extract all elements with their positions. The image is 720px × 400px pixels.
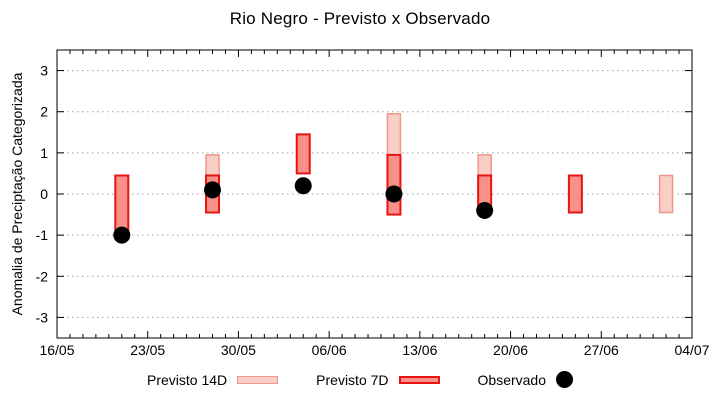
x-tick-label: 13/06 [402,342,437,358]
bar-previsto-7d-04/06 [295,133,311,175]
legend-label-observado: Observado [477,371,546,388]
y-tick-label: 0 [40,186,48,202]
x-tick-label: 04/07 [674,342,709,358]
y-tick-label: -2 [36,268,49,284]
observado-point-18/06 [476,201,494,219]
legend-item-previsto-7d: Previsto 7D [316,371,440,388]
observado-point-21/05 [113,226,131,244]
observado-point-28/05 [204,181,222,199]
legend-observado-marker [556,371,573,388]
bar-previsto-7d-25/06 [567,174,583,214]
y-tick-label: -1 [36,227,49,243]
x-tick-label: 16/05 [39,342,74,358]
legend-item-previsto-14d: Previsto 14D [147,371,279,388]
bar-previsto-14d-02/07 [658,174,674,214]
y-tick-label: 3 [40,63,48,79]
y-tick-label: 1 [40,145,48,161]
x-tick-label: 30/05 [221,342,256,358]
x-tick-label: 23/05 [130,342,165,358]
y-tick-label: -3 [36,309,49,325]
observado-point-04/06 [294,177,312,195]
legend-swatch-previsto-7d [398,375,440,384]
x-tick-label: 27/06 [584,342,619,358]
chart-title: Rio Negro - Previsto x Observado [229,9,491,28]
legend-swatch-previsto-14d [237,375,279,384]
legend-label-previsto-7d: Previsto 7D [316,371,389,388]
legend: Previsto 14D Previsto 7D Observado [0,371,720,388]
x-tick-label: 20/06 [493,342,528,358]
bar-previsto-7d-21/05 [114,174,130,235]
x-tick-label: 06/06 [312,342,347,358]
legend-item-observado: Observado [478,371,573,388]
bar-previsto-7d-11/06 [386,153,402,216]
legend-label-previsto-14d: Previsto 14D [147,371,228,388]
observado-point-11/06 [385,185,403,203]
y-tick-label: 2 [40,104,48,120]
